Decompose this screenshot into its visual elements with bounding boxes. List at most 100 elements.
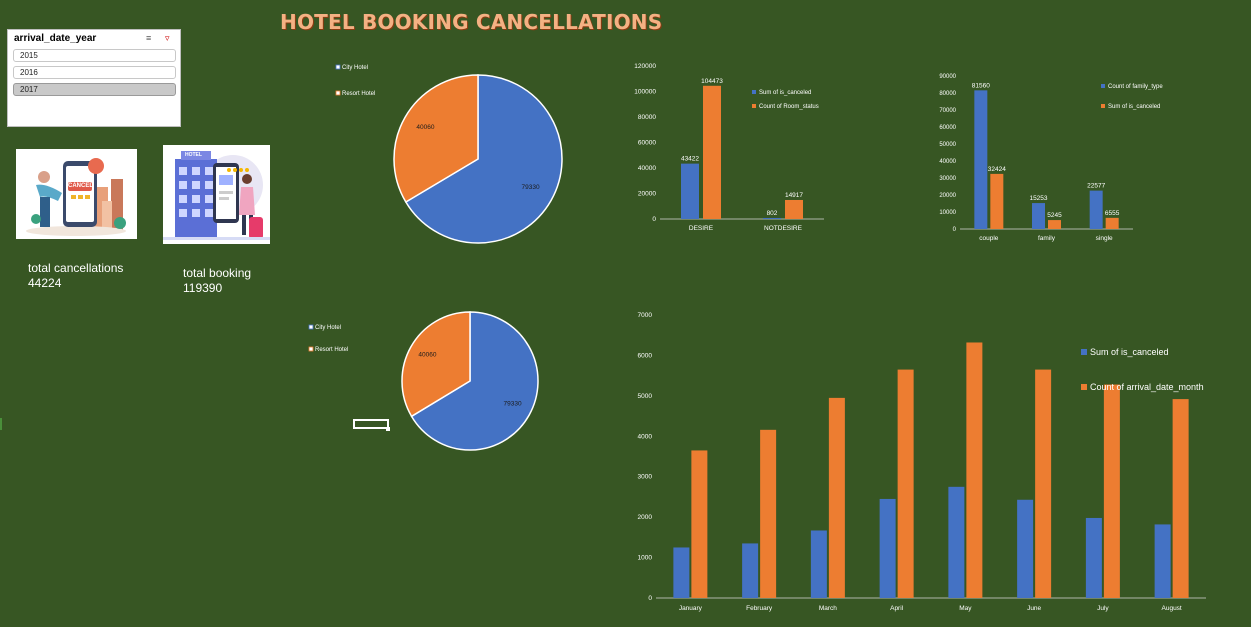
hotel-illustration-graphic [163, 151, 270, 240]
bar1-label-0-0: 43422 [681, 156, 699, 163]
bar2-ytick-9: 90000 [939, 74, 956, 80]
bar1-ytick-1: 20000 [638, 191, 656, 198]
pie2-legend-swatch-1 [308, 346, 314, 352]
bar3-bar-5-0 [1017, 499, 1034, 598]
bar2-label-2-1: 6555 [1105, 210, 1120, 217]
kpi-total-booking: total booking 119390 [183, 266, 251, 296]
pie2-slice-1 [401, 311, 471, 418]
bar2-bar-1-0 [1032, 203, 1045, 229]
bar2-ytick-7: 70000 [939, 108, 956, 114]
bar3-bar-5-1 [1035, 369, 1052, 598]
bar1-category-1: NOTDESIRE [764, 225, 803, 232]
bar2-bar-2-0 [1089, 190, 1103, 229]
bar2-label-2-0: 22577 [1087, 183, 1105, 190]
pie1-label-0: 79330 [522, 184, 540, 191]
pie1-slice-1 [393, 74, 479, 204]
bar1-label-0-1: 104473 [701, 78, 723, 85]
kpi-booking-label: total booking [183, 266, 252, 280]
bar2-category-2: single [1096, 235, 1113, 242]
kpi-total-cancellations: total cancellations 44224 [28, 261, 123, 291]
bar3-bar-6-0 [1085, 517, 1102, 598]
bar2-ytick-1: 10000 [939, 210, 956, 216]
bar3-bar-4-0 [948, 486, 965, 598]
bar3-bar-4-1 [966, 342, 983, 598]
bar3-category-5: June [1027, 605, 1041, 612]
bar3-category-2: March [819, 605, 837, 612]
bar1-legend-swatch-1 [752, 104, 756, 108]
bar3-bar-1-1 [760, 429, 777, 598]
multi-select-icon[interactable]: ≡ [146, 33, 152, 43]
bar2-bar-0-1 [990, 173, 1004, 229]
bar1-ytick-2: 40000 [638, 165, 656, 172]
bar1-ytick-6: 120000 [634, 63, 656, 70]
bar1-label-1-0: 802 [767, 210, 778, 217]
bar2-ytick-6: 60000 [939, 125, 956, 131]
bar3-legend-1: Count of arrival_date_month [1090, 382, 1204, 392]
slicer-item-2015[interactable]: 2015 [13, 49, 176, 62]
bar3-ytick-4: 4000 [638, 433, 653, 440]
bar3-legend-0: Sum of is_canceled [1090, 347, 1169, 357]
bar3-bar-7-0 [1154, 524, 1171, 598]
bar3-legend-swatch-1 [1081, 384, 1087, 390]
slicer-item-2017[interactable]: 2017 [13, 83, 176, 96]
bar2-label-0-1: 32424 [988, 166, 1006, 173]
pie1-legend-swatch-0 [335, 64, 341, 70]
bar2-ytick-3: 30000 [939, 176, 956, 182]
bar3-ytick-3: 3000 [638, 474, 653, 481]
bar1-label-1-1: 14917 [785, 192, 803, 199]
bar3-bar-0-0 [673, 547, 690, 598]
bar2-legend-swatch-0 [1101, 84, 1105, 88]
slicer-item-2016[interactable]: 2016 [13, 66, 176, 79]
bar3-category-1: February [746, 605, 773, 612]
cancel-booking-illustration: CANCEL [16, 149, 137, 239]
bar3-bar-6-1 [1103, 384, 1120, 598]
bar2-ytick-2: 20000 [939, 193, 956, 199]
bar3-bar-2-1 [828, 397, 845, 598]
bar1-bar-1-1 [785, 199, 803, 219]
pie2-legend-1: Resort Hotel [315, 347, 348, 353]
fill-handle[interactable] [386, 427, 390, 431]
bar1-bar-0-1 [703, 85, 721, 219]
selected-cell[interactable] [353, 419, 389, 429]
bar3-bar-3-0 [879, 498, 896, 598]
bar1-category-0: DESIRE [689, 225, 714, 232]
bar2-legend-0: Count of family_type [1108, 84, 1163, 90]
pie2-slice-0 [410, 311, 539, 451]
year-slicer[interactable]: arrival_date_year ≡ ▿ 2015 2016 2017 [7, 29, 181, 127]
bar3-ytick-1: 1000 [638, 555, 653, 562]
bar3-category-0: January [679, 605, 703, 612]
bar2-ytick-8: 80000 [939, 91, 956, 97]
pie1-legend-1: Resort Hotel [342, 91, 375, 97]
bar3-category-4: May [959, 605, 972, 612]
bar3-ytick-7: 7000 [638, 312, 653, 319]
sheet-edge-marker [0, 418, 2, 430]
cancel-badge: CANCEL [68, 183, 93, 189]
bar2-ytick-5: 50000 [939, 142, 956, 148]
bar3-category-3: April [890, 605, 904, 612]
cancel-illustration-graphic [26, 158, 126, 236]
bar2-ytick-0: 0 [953, 227, 957, 233]
clear-filter-icon[interactable]: ▿ [165, 33, 170, 43]
bar2-ytick-4: 40000 [939, 159, 956, 165]
pie2-label-0: 79330 [504, 401, 522, 408]
bar2-legend-swatch-1 [1101, 104, 1105, 108]
bar3-bar-2-0 [810, 530, 827, 598]
bar1-ytick-0: 0 [652, 216, 656, 223]
bar1-ytick-5: 100000 [634, 89, 656, 96]
hotel-illustration: HOTEL [163, 145, 270, 244]
pie1-legend-swatch-1 [335, 90, 341, 96]
bar2-bar-1-1 [1048, 220, 1061, 229]
dashboard-title: HOTEL BOOKING CANCELLATIONS [280, 10, 663, 34]
bar3-ytick-5: 5000 [638, 393, 653, 400]
bar3-category-6: July [1097, 605, 1109, 612]
slicer-header: arrival_date_year [14, 33, 97, 44]
bar1-bar-1-0 [763, 217, 781, 219]
kpi-cancellations-label: total cancellations [28, 261, 124, 275]
bar2-category-0: couple [979, 235, 999, 242]
bar3-bar-7-1 [1172, 399, 1189, 598]
pie1-label-1: 40060 [416, 124, 434, 131]
bar2-label-1-1: 5245 [1047, 212, 1062, 219]
bar3-ytick-6: 6000 [638, 352, 653, 359]
bar2-legend-1: Sum of is_canceled [1108, 104, 1160, 110]
